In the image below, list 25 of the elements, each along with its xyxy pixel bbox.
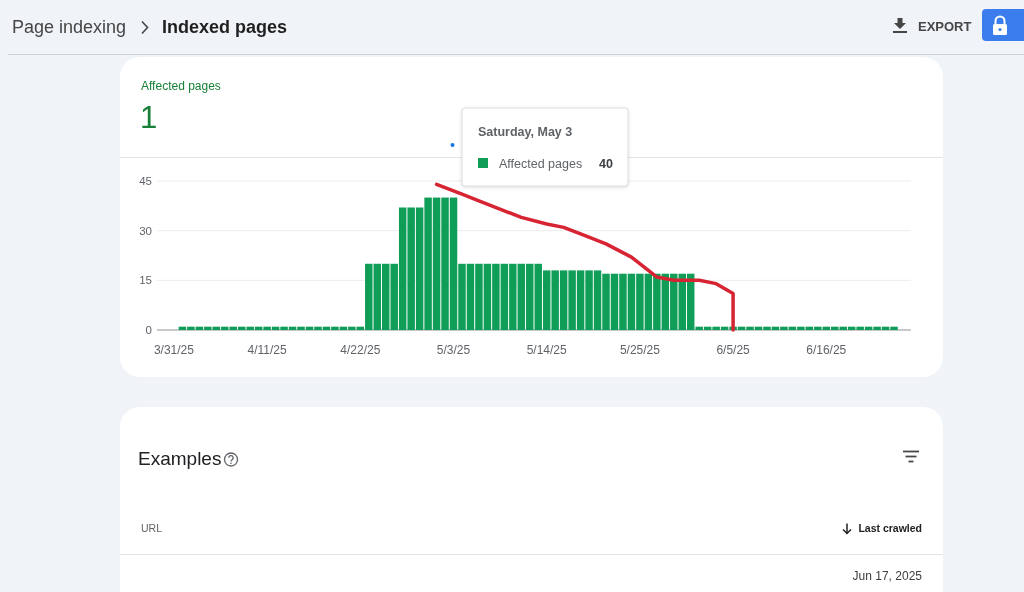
y-tick-label: 15	[139, 274, 152, 287]
text: Affected pages	[141, 79, 221, 93]
legend-title: Saturday, May 3	[478, 125, 573, 139]
text: 1	[140, 100, 158, 135]
y-tick-label: 45	[139, 175, 152, 187]
x-tick-label: 5/25/25	[619, 343, 661, 357]
text: Jun 17, 2025	[852, 569, 923, 583]
x-tick-label: 6/5/25	[716, 343, 751, 357]
y-tick-label: 30	[139, 224, 152, 237]
text: Examples	[138, 448, 222, 469]
text: URL	[141, 522, 163, 534]
chart-title: Indexed pages	[162, 17, 288, 37]
text: 40	[599, 157, 614, 171]
x-tick-label: 4/11/25	[247, 343, 288, 357]
y-tick-label: 0	[145, 324, 152, 336]
text: Last crawled	[858, 522, 922, 534]
legend-label: Affected pages	[499, 157, 583, 171]
x-tick-label: 5/3/25	[436, 343, 471, 357]
line-series	[434, 182, 735, 332]
x-tick-label: 6/16/25	[806, 343, 847, 357]
x-tick-label: 5/14/25	[526, 343, 568, 357]
text: Page indexing	[12, 17, 127, 37]
x-tick-label: 4/22/25	[340, 343, 381, 357]
x-tick-label: 3/31/25	[153, 343, 195, 357]
text: EXPORT	[918, 19, 972, 34]
